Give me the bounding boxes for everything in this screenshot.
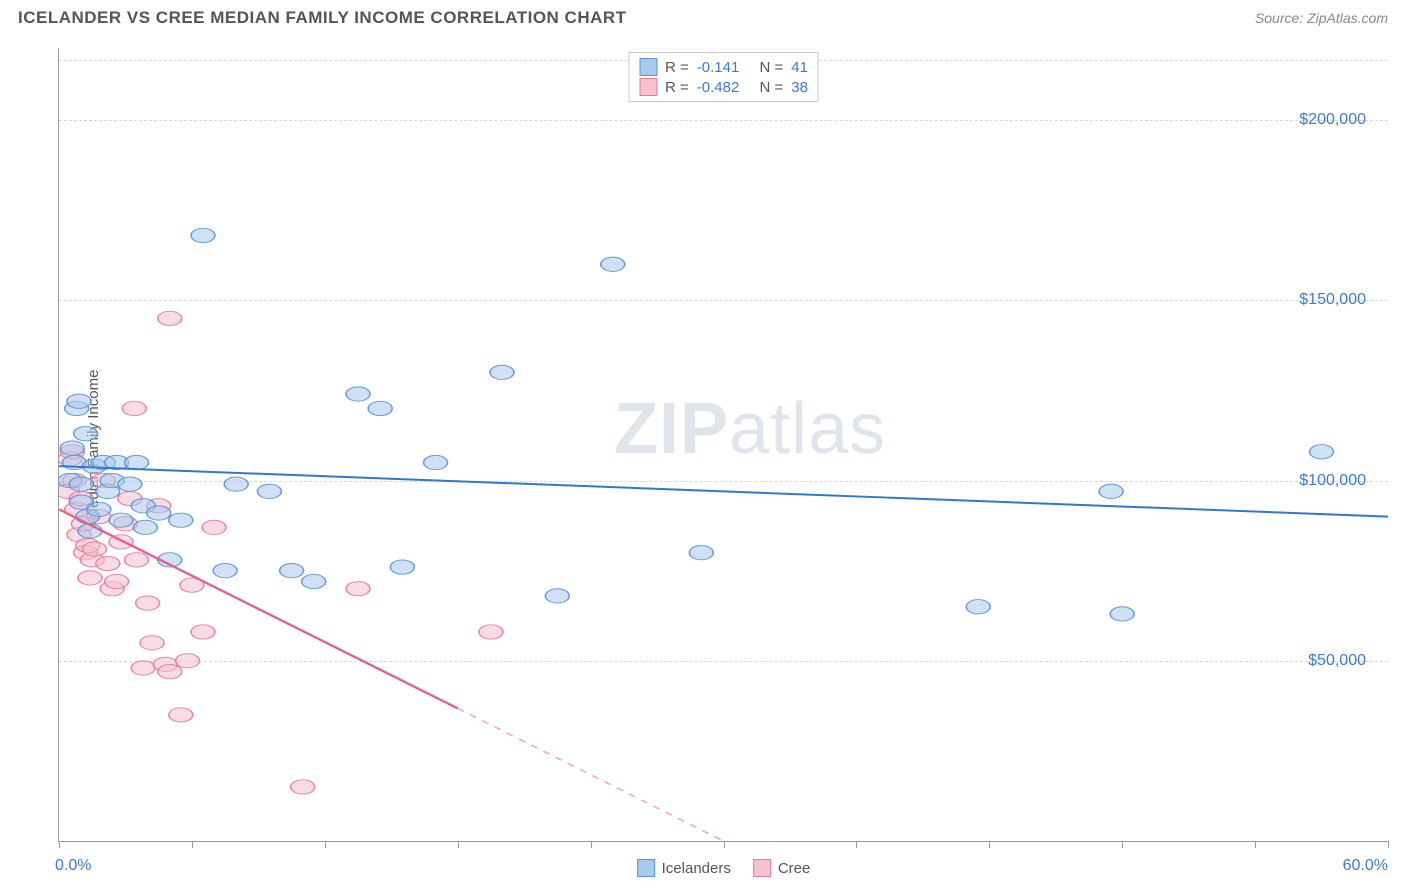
data-point: [87, 502, 111, 516]
data-point: [1110, 607, 1134, 621]
legend-row-icelanders: R = -0.141 N = 41: [639, 57, 808, 77]
data-point: [490, 365, 514, 379]
data-point: [479, 625, 503, 639]
data-point: [346, 582, 370, 596]
data-point: [291, 780, 315, 794]
data-point: [424, 455, 448, 469]
legend-r-label: R =: [665, 59, 689, 76]
legend-row-cree: R = -0.482 N = 38: [639, 77, 808, 97]
legend-r-value: -0.141: [697, 59, 740, 76]
data-point: [78, 571, 102, 585]
data-point: [136, 596, 160, 610]
legend-r-value: -0.482: [697, 79, 740, 96]
data-point: [133, 520, 157, 534]
x-tick: [1255, 841, 1256, 848]
chart-source: Source: ZipAtlas.com: [1255, 10, 1388, 26]
x-tick: [192, 841, 193, 848]
data-point: [69, 477, 93, 491]
data-point: [966, 600, 990, 614]
legend-r-label: R =: [665, 79, 689, 96]
data-point: [169, 708, 193, 722]
data-point: [213, 564, 237, 578]
legend-item-cree: Cree: [753, 859, 811, 877]
data-point: [158, 664, 182, 678]
legend-swatch-icelanders: [637, 859, 655, 877]
chart-container: Median Family Income ZIPatlas R = -0.141…: [48, 48, 1388, 842]
chart-title: ICELANDER VS CREE MEDIAN FAMILY INCOME C…: [18, 8, 627, 28]
legend-swatch-cree: [639, 78, 657, 96]
x-tick: [1122, 841, 1123, 848]
x-tick: [1388, 841, 1389, 848]
data-point: [60, 441, 84, 455]
data-point: [125, 455, 149, 469]
x-tick: [458, 841, 459, 848]
data-point: [67, 394, 91, 408]
data-point: [169, 513, 193, 527]
data-point: [176, 654, 200, 668]
legend-swatch-cree: [753, 859, 771, 877]
data-point: [158, 311, 182, 325]
data-point: [147, 506, 171, 520]
data-point: [257, 484, 281, 498]
data-point: [96, 556, 120, 570]
legend-item-icelanders: Icelanders: [637, 859, 731, 877]
legend-n-label: N =: [760, 79, 784, 96]
x-tick: [724, 841, 725, 848]
data-point: [545, 589, 569, 603]
data-point: [302, 574, 326, 588]
data-point: [191, 625, 215, 639]
trend-line-dashed: [458, 708, 724, 841]
legend-label-cree: Cree: [778, 860, 811, 877]
data-point: [368, 401, 392, 415]
data-point: [346, 387, 370, 401]
data-point: [601, 257, 625, 271]
legend-swatch-icelanders: [639, 58, 657, 76]
data-point: [140, 636, 164, 650]
x-tick: [59, 841, 60, 848]
x-axis-min-label: 0.0%: [55, 857, 91, 875]
data-point: [82, 542, 106, 556]
legend-label-icelanders: Icelanders: [662, 860, 731, 877]
x-tick: [591, 841, 592, 848]
data-point: [689, 545, 713, 559]
legend-n-value: 41: [791, 59, 808, 76]
legend-n-value: 38: [791, 79, 808, 96]
x-tick: [325, 841, 326, 848]
data-point: [122, 401, 146, 415]
data-point: [74, 427, 98, 441]
legend-n-label: N =: [760, 59, 784, 76]
data-point: [118, 477, 142, 491]
data-point: [105, 574, 129, 588]
chart-header: ICELANDER VS CREE MEDIAN FAMILY INCOME C…: [0, 0, 1406, 32]
data-point: [125, 553, 149, 567]
data-point: [131, 661, 155, 675]
plot-area: ZIPatlas R = -0.141 N = 41 R = -0.482 N …: [58, 48, 1388, 842]
data-point: [1310, 445, 1334, 459]
x-tick: [856, 841, 857, 848]
legend-correlation: R = -0.141 N = 41 R = -0.482 N = 38: [628, 52, 819, 102]
x-tick: [989, 841, 990, 848]
data-point: [202, 520, 226, 534]
data-point: [280, 564, 304, 578]
trend-line: [59, 509, 458, 708]
legend-series: Icelanders Cree: [637, 859, 811, 877]
x-axis-max-label: 60.0%: [1343, 857, 1388, 875]
data-point: [1099, 484, 1123, 498]
data-point: [191, 228, 215, 242]
scatter-plot-svg: [59, 48, 1388, 841]
data-point: [224, 477, 248, 491]
data-point: [109, 513, 133, 527]
data-point: [390, 560, 414, 574]
